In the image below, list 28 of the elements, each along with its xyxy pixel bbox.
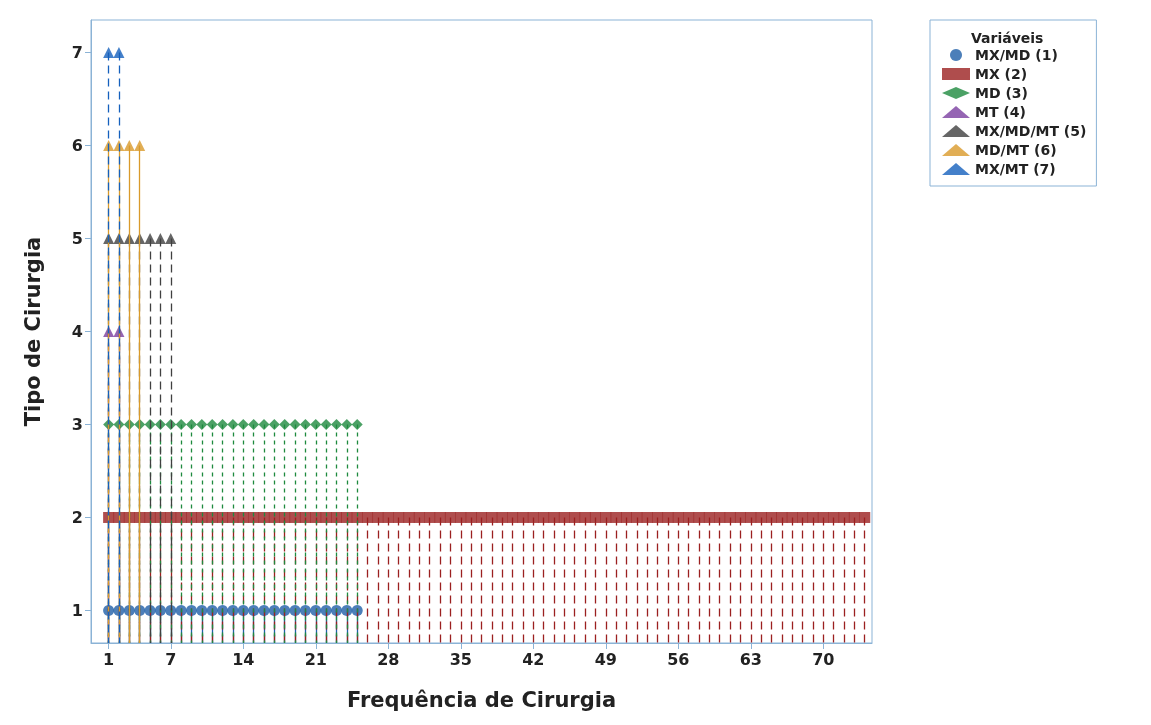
x-tick-label: 70 [812,649,835,669]
y-tick-label: 2 [71,507,83,527]
y-tick-label: 4 [71,322,83,341]
x-tick-label: 7 [165,649,177,669]
x-axis-title: Frequência de Cirurgia [346,687,617,712]
x-tick-label: 28 [377,649,400,669]
legend-label: MX/MT (7) [975,161,1056,177]
x-tick-label: 49 [594,649,617,669]
legend-label: MD/MT (6) [975,142,1057,158]
x-tick-label: 35 [449,649,472,669]
y-tick-label: 6 [71,136,83,156]
y-tick-label: 3 [71,414,83,434]
x-tick-label: 56 [667,649,690,669]
x-tick-label: 63 [739,649,762,669]
legend-label: MX/MD (1) [975,47,1058,63]
x-tick-label: 1 [103,649,115,669]
y-axis-title: Tipo de Cirurgia [20,236,45,427]
legend-label: MD (3) [975,85,1028,101]
y-tick-label: 7 [71,43,83,63]
legend-title: Variáveis [971,30,1044,46]
y-tick-label: 5 [71,229,83,249]
x-tick-label: 42 [522,649,545,669]
y-tick-label: 1 [71,600,83,620]
legend-label: MX/MD/MT (5) [975,123,1087,139]
legend-label: MT (4) [975,104,1026,120]
x-tick-label: 21 [304,649,327,669]
legend-label: MX (2) [975,66,1028,82]
x-tick-label: 14 [232,649,255,669]
